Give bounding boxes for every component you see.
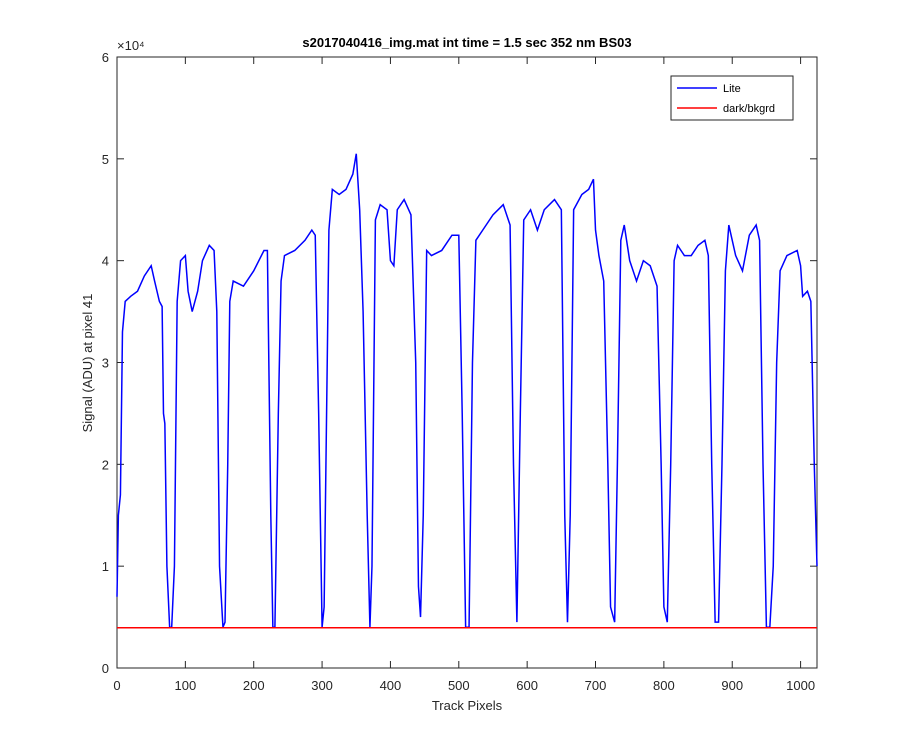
y-axis-label: Signal (ADU) at pixel 41 (80, 294, 95, 433)
x-tick-label: 300 (311, 678, 333, 693)
chart-title: s2017040416_img.mat int time = 1.5 sec 3… (302, 35, 631, 50)
x-tick-label: 700 (585, 678, 607, 693)
x-tick-label: 100 (175, 678, 197, 693)
legend-box (670, 75, 794, 121)
legend-label: Lite (723, 83, 741, 95)
y-tick-label: 0 (102, 661, 109, 676)
x-tick-label: 200 (243, 678, 265, 693)
x-tick-label: 500 (448, 678, 470, 693)
axes-box (116, 56, 818, 669)
x-tick-label: 400 (380, 678, 402, 693)
x-tick-label: 900 (721, 678, 743, 693)
x-tick-label: 600 (516, 678, 538, 693)
y-tick-label: 1 (102, 559, 109, 574)
data-line (116, 153, 818, 629)
y-tick-label: 6 (102, 50, 109, 65)
x-axis-label: Track Pixels (432, 698, 503, 713)
y-tick-label: 5 (102, 152, 109, 167)
y-scale-label: ×10⁴ (117, 38, 145, 53)
x-tick-label: 1000 (786, 678, 815, 693)
y-tick-label: 2 (102, 457, 109, 472)
x-tick-label: 800 (653, 678, 675, 693)
y-tick-label: 4 (102, 254, 109, 269)
legend-label: dark/bkgrd (723, 103, 775, 115)
x-tick-label: 0 (113, 678, 120, 693)
y-tick-label: 3 (102, 356, 109, 371)
